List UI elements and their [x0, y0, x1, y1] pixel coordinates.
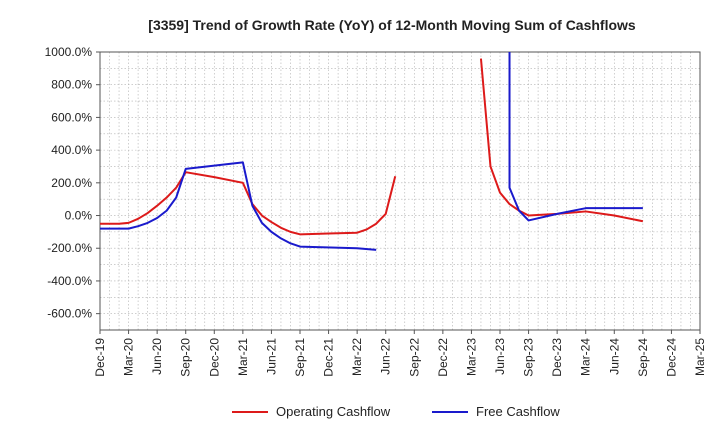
grid-layer: [99, 51, 701, 331]
y-tick-label: -200.0%: [47, 241, 92, 255]
x-tick-label: Dec-21: [322, 338, 336, 377]
x-tick-label: Dec-23: [550, 338, 564, 377]
series-line-operating-cashflow: [479, 58, 644, 223]
series-line-free-cashflow: [508, 52, 643, 222]
x-tick-label: Jun-23: [493, 338, 507, 375]
chart-title: [3359] Trend of Growth Rate (YoY) of 12-…: [148, 17, 636, 33]
x-tick-label: Sep-20: [179, 338, 193, 377]
x-tick-label: Mar-21: [236, 338, 250, 376]
x-tick-label: Mar-24: [579, 338, 593, 376]
x-tick-label: Jun-22: [379, 338, 393, 375]
x-tick-label: Dec-22: [436, 338, 450, 377]
plot-border: [99, 51, 701, 331]
x-tick-label: Jun-24: [607, 338, 621, 375]
legend-label: Free Cashflow: [476, 404, 560, 419]
plot-area: [100, 52, 700, 330]
y-tick-label: 0.0%: [65, 209, 93, 223]
x-tick-label: Sep-22: [407, 338, 421, 377]
y-tick-label: 400.0%: [51, 143, 92, 157]
y-tick-label: 1000.0%: [45, 45, 93, 59]
series-line-operating-cashflow: [100, 171, 397, 236]
x-tick-label: Mar-25: [693, 338, 707, 376]
axis-layer: 1000.0% 800.0% 600.0% 400.0% 200.0% 0.0% -200.…: [45, 45, 707, 377]
x-tick-label: Jun-21: [264, 338, 278, 375]
legend-label: Operating Cashflow: [276, 404, 391, 419]
x-tick-label: Dec-19: [93, 338, 107, 377]
y-tick-label: 800.0%: [51, 78, 92, 92]
x-tick-label: Sep-24: [636, 338, 650, 377]
x-tick-label: Dec-20: [207, 338, 221, 377]
y-tick-label: 200.0%: [51, 176, 92, 190]
x-tick-label: Sep-21: [293, 338, 307, 377]
y-tick-label: 600.0%: [51, 110, 92, 124]
x-tick-label: Sep-23: [522, 338, 536, 377]
y-tick-label: -400.0%: [47, 274, 92, 288]
x-tick-label: Dec-24: [664, 338, 678, 377]
series-line-free-cashflow: [100, 161, 377, 251]
x-tick-label: Mar-22: [350, 338, 364, 376]
legend: Operating Cashflow Free Cashflow: [232, 404, 560, 419]
series-layer: [100, 52, 644, 251]
x-tick-label: Jun-20: [150, 338, 164, 375]
x-tick-label: Mar-20: [122, 338, 136, 376]
x-tick-label: Mar-23: [464, 338, 478, 376]
y-tick-label: -600.0%: [47, 307, 92, 321]
